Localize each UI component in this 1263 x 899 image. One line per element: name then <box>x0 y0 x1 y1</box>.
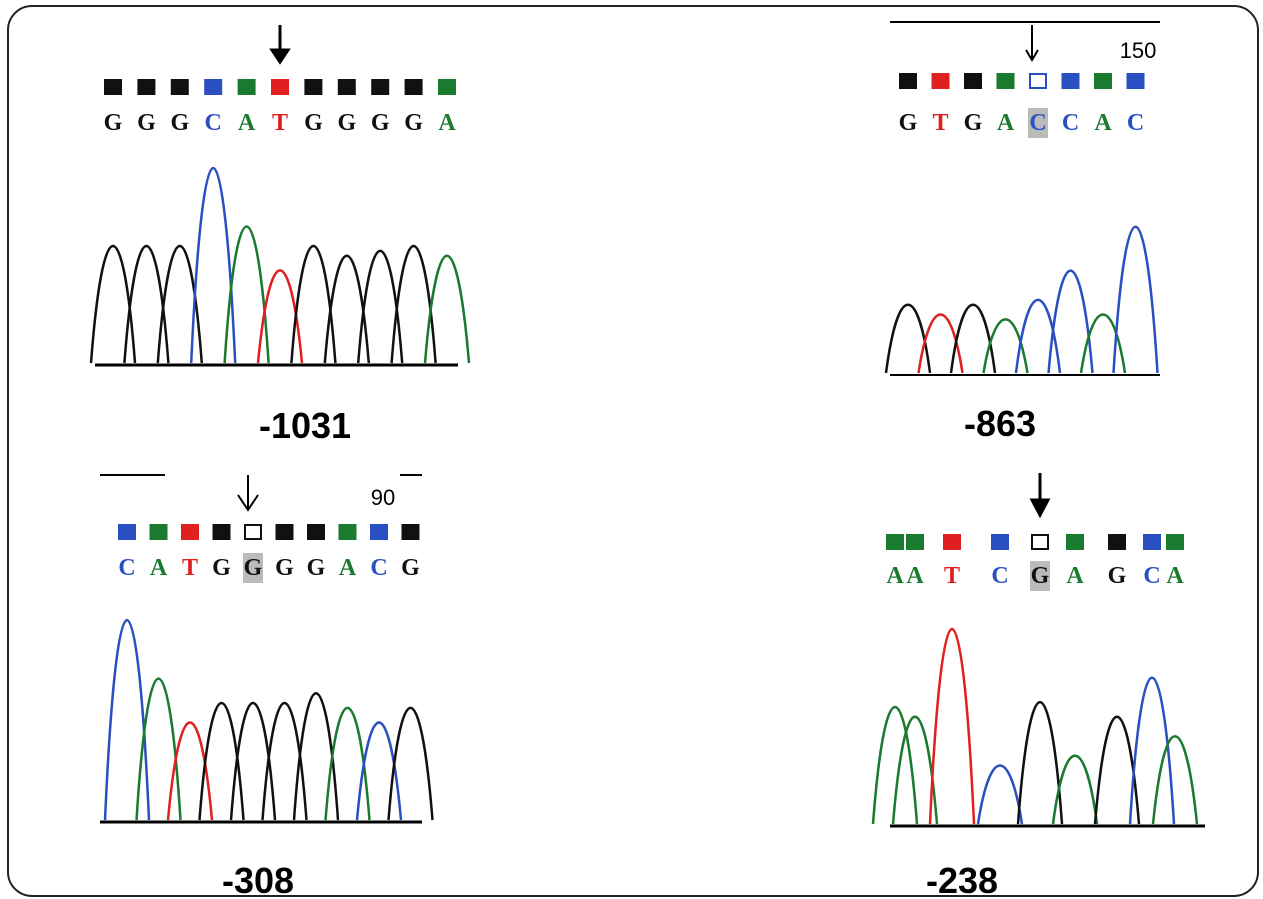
base-letter: G <box>337 110 356 136</box>
base-square <box>1063 74 1079 88</box>
base-square <box>1067 535 1083 549</box>
base-letter: C <box>370 555 387 581</box>
base-square <box>992 535 1008 549</box>
base-letter: A <box>150 555 168 581</box>
base-letter: G <box>212 555 231 581</box>
base-letter: A <box>1094 110 1112 136</box>
base-square <box>1030 74 1046 88</box>
base-square <box>272 80 288 94</box>
base-letter: C <box>1029 110 1046 136</box>
base-letter: G <box>401 555 420 581</box>
base-square <box>105 80 121 94</box>
base-square <box>151 525 167 539</box>
base-letter: T <box>182 555 198 581</box>
base-letter: G <box>1031 563 1050 589</box>
panel-label: -1031 <box>259 405 351 446</box>
base-square <box>1109 535 1125 549</box>
base-letter: G <box>371 110 390 136</box>
base-square <box>1144 535 1160 549</box>
frame <box>8 6 1258 896</box>
panel-label: -308 <box>222 860 294 899</box>
base-letter: G <box>404 110 423 136</box>
base-letter: A <box>438 110 456 136</box>
base-square <box>907 535 923 549</box>
panel-label: -238 <box>926 860 998 899</box>
base-square <box>245 525 261 539</box>
base-square <box>403 525 419 539</box>
base-letter: A <box>238 110 256 136</box>
base-letter: T <box>944 563 960 589</box>
base-square <box>205 80 221 94</box>
position-number: 90 <box>371 485 395 510</box>
base-letter: A <box>906 563 924 589</box>
base-square <box>439 80 455 94</box>
base-letter: G <box>1108 563 1127 589</box>
base-square <box>965 74 981 88</box>
base-letter: C <box>991 563 1008 589</box>
base-letter: G <box>899 110 918 136</box>
base-square <box>138 80 154 94</box>
base-square <box>998 74 1014 88</box>
base-letter: G <box>104 110 123 136</box>
base-letter: G <box>307 555 326 581</box>
base-letter: G <box>964 110 983 136</box>
base-square <box>372 80 388 94</box>
base-square <box>308 525 324 539</box>
base-square <box>340 525 356 539</box>
base-letter: A <box>997 110 1015 136</box>
base-letter: G <box>304 110 323 136</box>
base-square <box>944 535 960 549</box>
base-square <box>900 74 916 88</box>
position-number: 150 <box>1120 38 1157 63</box>
base-square <box>305 80 321 94</box>
base-letter: T <box>932 110 948 136</box>
base-letter: C <box>1127 110 1144 136</box>
base-square <box>172 80 188 94</box>
base-letter: G <box>170 110 189 136</box>
figure: 150 90 -1031 -863 -308 -238 GGGCATGGGGAG… <box>0 0 1263 899</box>
base-square <box>1128 74 1144 88</box>
base-letter: A <box>1066 563 1084 589</box>
panel-label: -863 <box>964 403 1036 444</box>
base-square <box>887 535 903 549</box>
base-square <box>339 80 355 94</box>
base-square <box>239 80 255 94</box>
base-square <box>182 525 198 539</box>
base-letter: G <box>244 555 263 581</box>
base-letter: A <box>1166 563 1184 589</box>
base-square <box>371 525 387 539</box>
base-letter: G <box>275 555 294 581</box>
base-square <box>406 80 422 94</box>
base-square <box>1032 535 1048 549</box>
base-letter: C <box>118 555 135 581</box>
base-letter: G <box>137 110 156 136</box>
base-letter: A <box>339 555 357 581</box>
base-square <box>277 525 293 539</box>
base-square <box>933 74 949 88</box>
base-letter: C <box>1143 563 1160 589</box>
base-letter: C <box>205 110 222 136</box>
base-square <box>1167 535 1183 549</box>
base-letter: C <box>1062 110 1079 136</box>
base-square <box>1095 74 1111 88</box>
base-square <box>214 525 230 539</box>
base-letter: A <box>886 563 904 589</box>
base-letter: T <box>272 110 288 136</box>
base-square <box>119 525 135 539</box>
